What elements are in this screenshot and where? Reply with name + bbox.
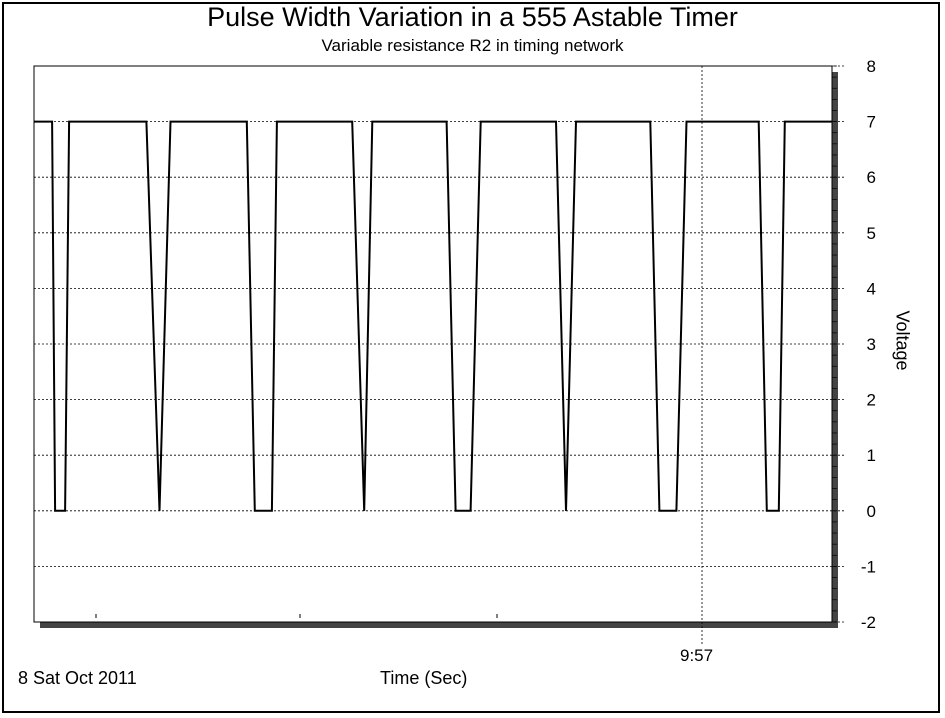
- y-tick-label-8: 0: [867, 502, 876, 521]
- y-tick-label-9: -1: [861, 557, 876, 576]
- y-tick-label-6: 2: [867, 391, 876, 410]
- date-label: 8 Sat Oct 2011: [18, 668, 137, 689]
- y-tick-label-3: 5: [867, 224, 876, 243]
- cursor-time-label: 9:57: [680, 646, 713, 666]
- x-axis-label: Time (Sec): [380, 668, 467, 689]
- y-tick-label-5: 3: [867, 335, 876, 354]
- y-tick-label-0: 8: [867, 57, 876, 76]
- y-tick-label-2: 6: [867, 168, 876, 187]
- y-tick-label-10: -2: [861, 613, 876, 632]
- y-tick-label-7: 1: [867, 446, 876, 465]
- y-tick-label-4: 4: [867, 279, 876, 298]
- y-tick-label-1: 7: [867, 113, 876, 132]
- y-axis-label: Voltage: [892, 291, 913, 391]
